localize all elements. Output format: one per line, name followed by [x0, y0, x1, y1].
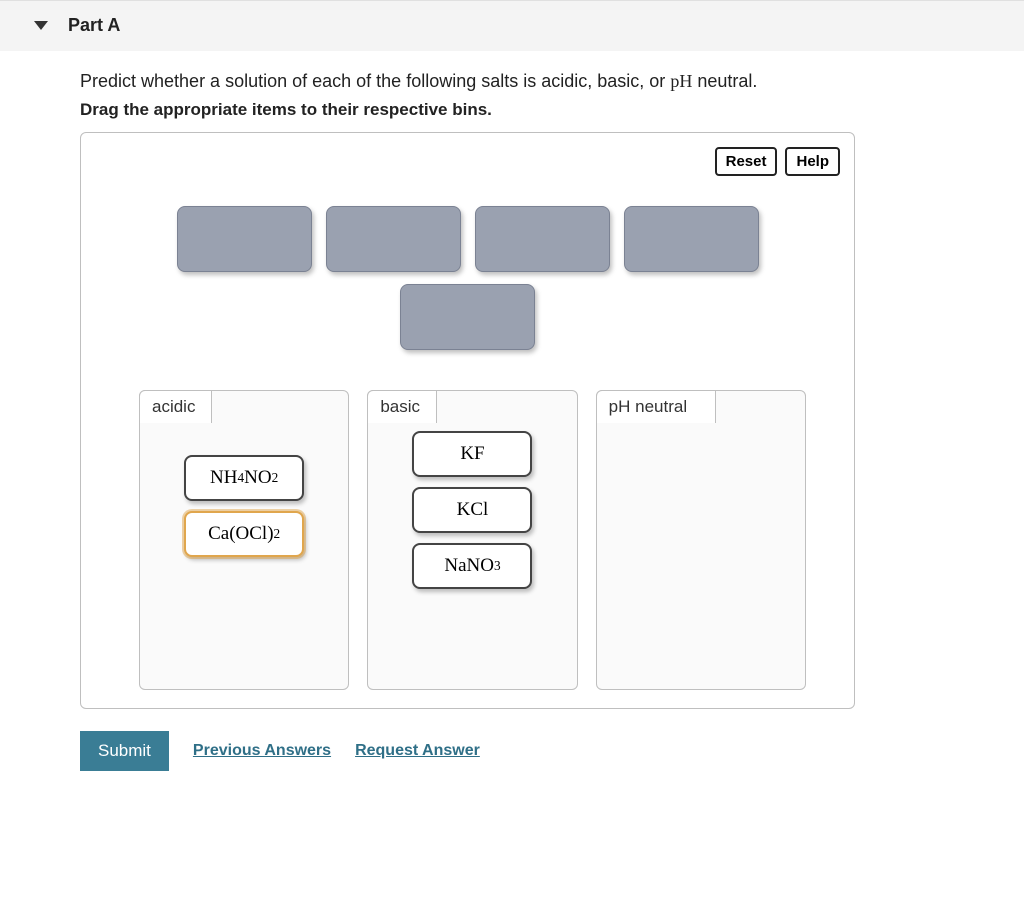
instruction-suffix: neutral. — [692, 71, 757, 91]
empty-slot[interactable] — [624, 206, 759, 272]
draggable-chip[interactable]: NH4NO2 — [184, 455, 304, 501]
bin[interactable]: pH neutral — [596, 390, 806, 690]
empty-slot[interactable] — [326, 206, 461, 272]
bin[interactable]: basic KF KCl NaNO3 — [367, 390, 577, 690]
workarea-toolbar: Reset Help — [95, 147, 840, 176]
drag-instruction: Drag the appropriate items to their resp… — [80, 100, 880, 120]
previous-answers-link[interactable]: Previous Answers — [193, 742, 331, 760]
slots-row — [400, 284, 535, 350]
instruction-text: Predict whether a solution of each of th… — [80, 71, 880, 92]
submit-button[interactable]: Submit — [80, 731, 169, 771]
instruction-prefix: Predict whether a solution of each of th… — [80, 71, 670, 91]
instruction-ph: pH — [670, 71, 692, 91]
empty-slot[interactable] — [475, 206, 610, 272]
work-area: Reset Help acidic NH4NO2 Ca(OCl)2 basic KF KC… — [80, 132, 855, 709]
action-row: Submit Previous Answers Request Answer — [80, 731, 880, 771]
bin-label: acidic — [139, 390, 212, 423]
part-title: Part A — [68, 15, 120, 36]
request-answer-link[interactable]: Request Answer — [355, 742, 480, 760]
page-root: Part A Predict whether a solution of eac… — [0, 0, 1024, 771]
empty-slot[interactable] — [177, 206, 312, 272]
reset-button[interactable]: Reset — [715, 147, 778, 176]
content-area: Predict whether a solution of each of th… — [0, 51, 880, 771]
bin[interactable]: acidic NH4NO2 Ca(OCl)2 — [139, 390, 349, 690]
draggable-chip[interactable]: KCl — [412, 487, 532, 533]
draggable-chip[interactable]: KF — [412, 431, 532, 477]
caret-down-icon — [34, 21, 48, 30]
empty-slot[interactable] — [400, 284, 535, 350]
draggable-chip[interactable]: NaNO3 — [412, 543, 532, 589]
bins-row: acidic NH4NO2 Ca(OCl)2 basic KF KCl NaNO3 pH ne… — [95, 390, 840, 690]
source-slots — [95, 206, 840, 350]
bin-label: basic — [367, 390, 437, 423]
help-button[interactable]: Help — [785, 147, 840, 176]
part-header[interactable]: Part A — [0, 0, 1024, 51]
slots-row — [177, 206, 759, 272]
draggable-chip[interactable]: Ca(OCl)2 — [184, 511, 304, 557]
bin-label: pH neutral — [596, 390, 716, 423]
